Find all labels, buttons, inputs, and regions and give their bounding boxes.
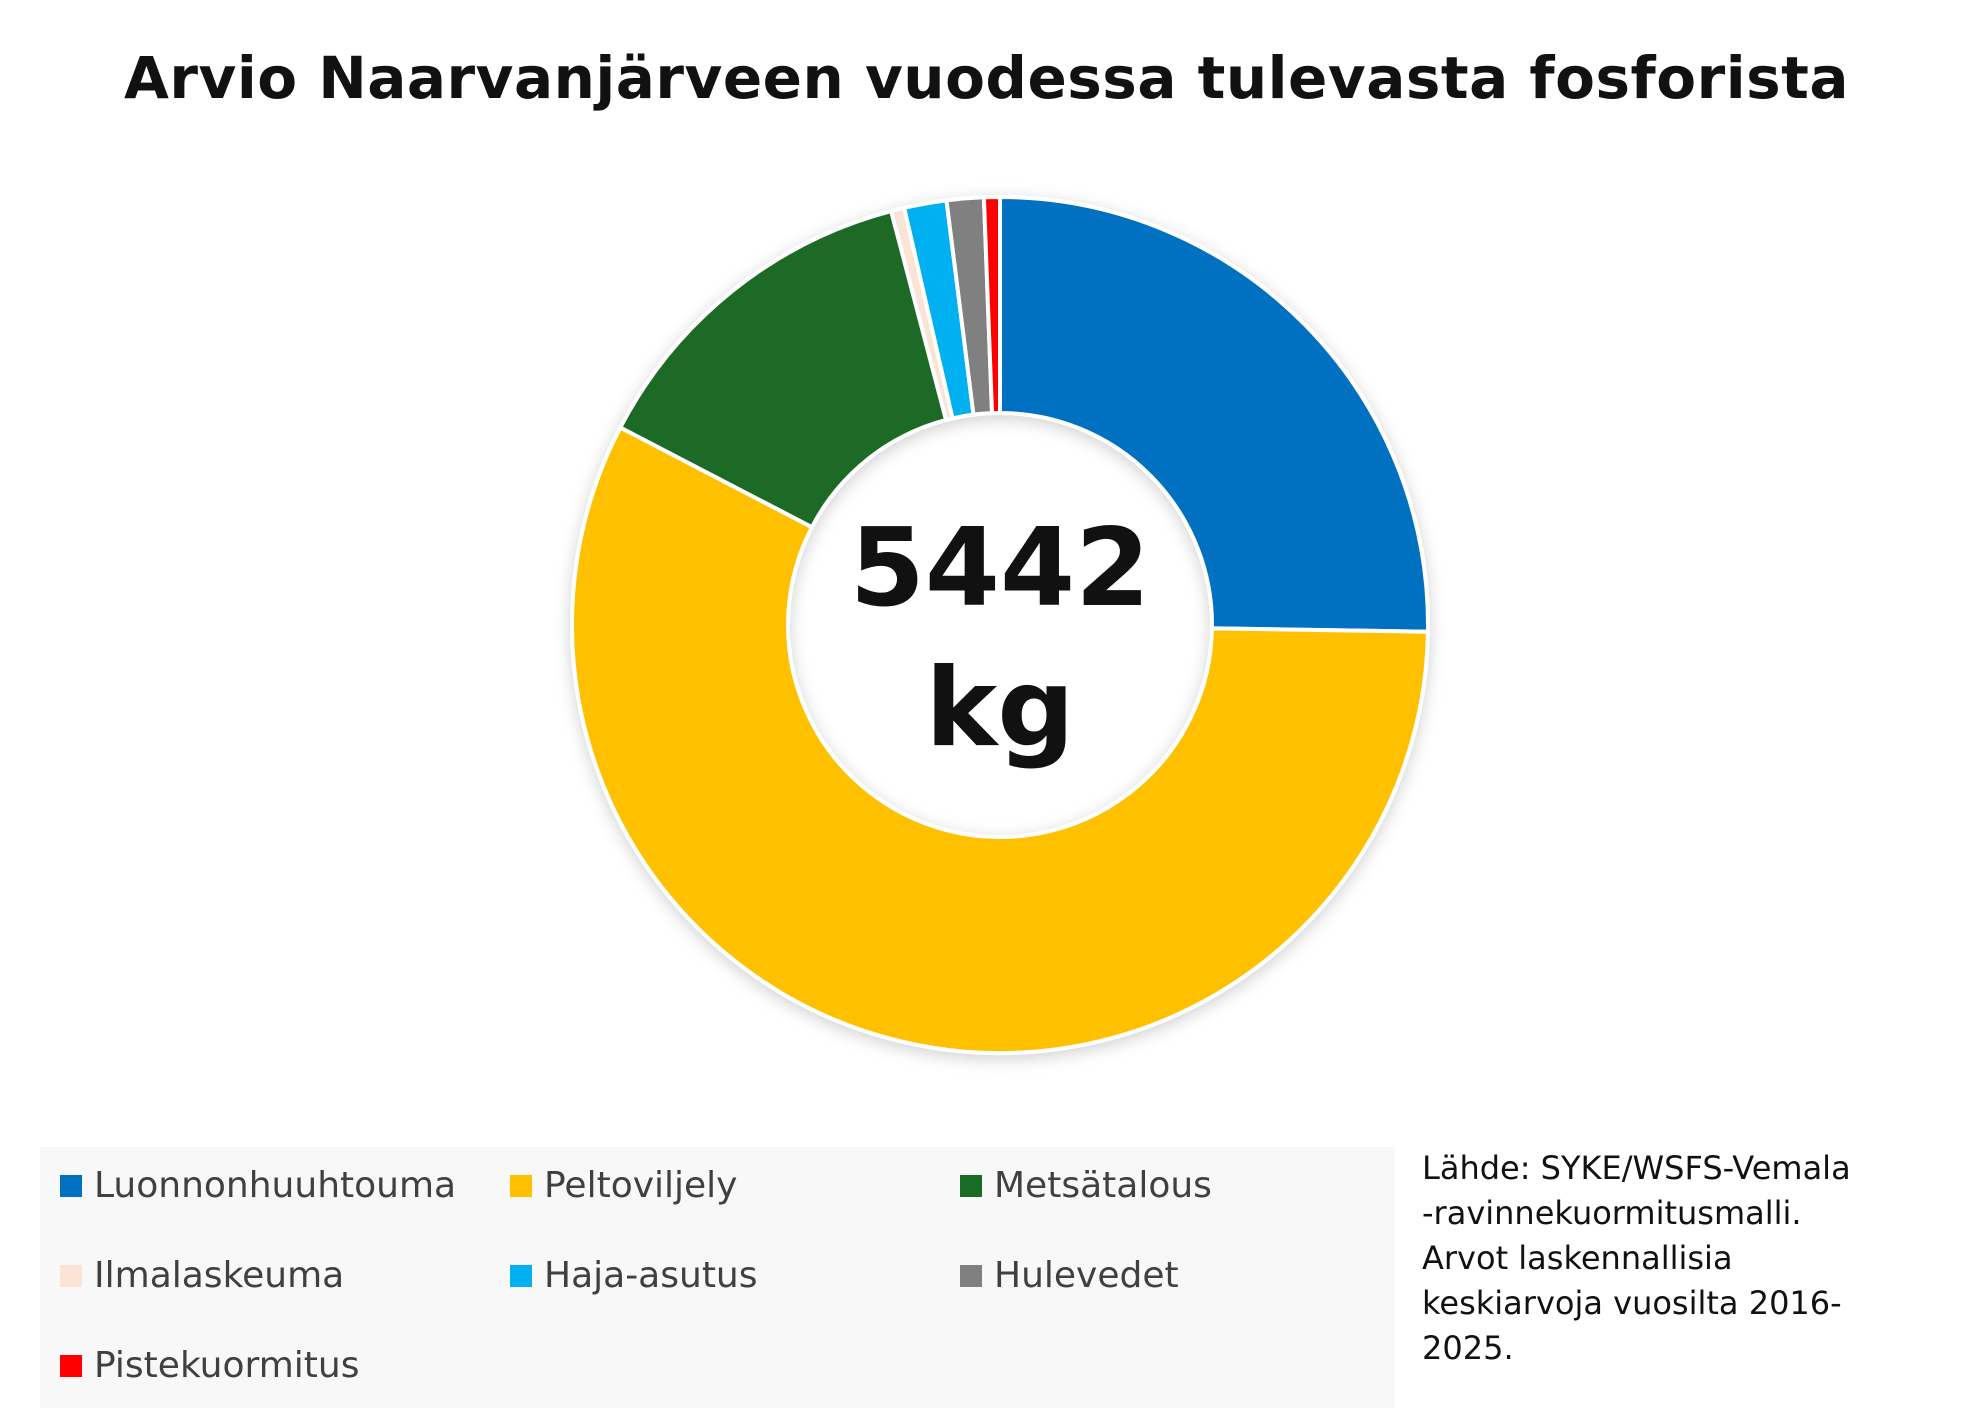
- source-line: 2025.: [1422, 1329, 1514, 1367]
- legend-swatch: [510, 1174, 532, 1197]
- slice-mets-talous: [617, 208, 949, 530]
- legend-swatch: [960, 1174, 982, 1197]
- donut-chart: 5442 kg: [570, 194, 1430, 1055]
- legend-swatch: [510, 1264, 532, 1287]
- legend-item: Haja-asutus: [510, 1255, 758, 1296]
- source-note: Lähde: SYKE/WSFS-Vemala -ravinnekuormitu…: [1422, 1146, 1962, 1371]
- legend-label: Hulevedet: [994, 1255, 1179, 1296]
- slice-peltoviljely: [570, 424, 1430, 1055]
- legend-label: Peltoviljely: [544, 1165, 738, 1206]
- legend-label: Ilmalaskeuma: [94, 1255, 345, 1296]
- slice-luonnonhuuhtouma: [998, 194, 1430, 634]
- legend-label: Haja-asutus: [544, 1255, 758, 1296]
- legend-item: Luonnonhuuhtouma: [60, 1165, 456, 1206]
- legend-swatch: [960, 1264, 982, 1287]
- legend-item: Pistekuormitus: [60, 1345, 359, 1386]
- source-line: keskiarvoja vuosilta 2016-: [1422, 1284, 1842, 1322]
- legend-item: Metsätalous: [960, 1165, 1212, 1206]
- legend-label: Metsätalous: [994, 1165, 1212, 1206]
- slice-pistekuormitus: [981, 194, 1002, 416]
- source-line: Lähde: SYKE/WSFS-Vemala: [1422, 1149, 1851, 1187]
- legend-swatch: [60, 1174, 82, 1197]
- legend-swatch: [60, 1354, 82, 1377]
- chart-title: Arvio Naarvanjärveen vuodessa tulevasta …: [124, 44, 1849, 112]
- source-line: -ravinnekuormitusmalli.: [1422, 1194, 1802, 1232]
- center-total-unit: kg: [925, 646, 1074, 771]
- legend-swatch: [60, 1264, 82, 1287]
- center-total-value: 5442: [850, 506, 1151, 631]
- source-line: Arvot laskennallisia: [1422, 1239, 1733, 1277]
- legend-label: Pistekuormitus: [94, 1345, 360, 1386]
- legend: Luonnonhuuhtouma Peltoviljely Metsätalous I…: [40, 1147, 1395, 1408]
- legend-item: Ilmalaskeuma: [60, 1255, 344, 1296]
- legend-label: Luonnonhuuhtouma: [94, 1165, 457, 1206]
- legend-item: Peltoviljely: [510, 1165, 737, 1206]
- legend-item: Hulevedet: [960, 1255, 1179, 1296]
